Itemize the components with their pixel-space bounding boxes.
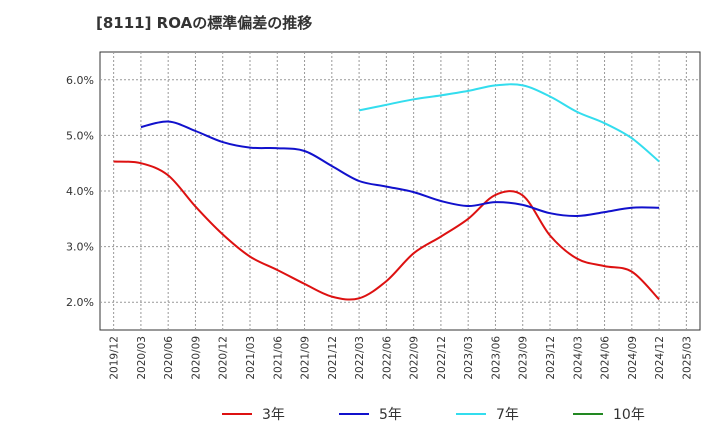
x-tick-label: 2020/09	[190, 336, 202, 380]
x-tick-label: 2021/03	[245, 336, 257, 380]
x-tick-label: 2022/06	[381, 336, 393, 380]
chart-title: [8111] ROAの標準偏差の推移	[96, 14, 313, 32]
series-line-5年	[140, 120, 660, 218]
x-tick-label: 2021/06	[272, 336, 284, 380]
legend: 3年 5年 7年 10年	[222, 407, 645, 423]
legend-label: 7年	[496, 407, 519, 423]
x-tick-label: 2019/12	[109, 336, 121, 380]
y-tick-label: 6.0%	[66, 74, 94, 87]
x-tick-label: 2023/12	[545, 336, 557, 380]
x-tick-label: 2023/03	[463, 336, 475, 380]
x-axis-ticks: 2019/12 2020/03 2020/06 2020/09 2020/12 2021/…	[109, 336, 694, 380]
series-line-3年	[113, 160, 660, 301]
x-tick-label: 2024/09	[627, 336, 639, 380]
y-tick-label: 5.0%	[66, 129, 94, 142]
x-tick-label: 2024/06	[600, 336, 612, 380]
x-tick-label: 2021/12	[327, 336, 339, 380]
x-tick-label: 2020/03	[136, 336, 148, 380]
x-tick-label: 2024/12	[654, 336, 666, 380]
x-tick-label: 2024/03	[572, 336, 584, 380]
x-tick-label: 2021/09	[300, 336, 312, 380]
series-line-7年	[358, 83, 660, 163]
legend-label: 3年	[262, 407, 285, 423]
y-axis-ticks: 6.0% 5.0% 4.0% 3.0% 2.0%	[66, 74, 94, 309]
y-tick-label: 4.0%	[66, 185, 94, 198]
x-tick-label: 2022/09	[409, 336, 421, 380]
x-tick-label: 2023/06	[490, 336, 502, 380]
x-tick-label: 2020/12	[218, 336, 230, 380]
legend-label: 10年	[613, 407, 645, 423]
y-gridlines	[100, 79, 700, 303]
legend-label: 5年	[379, 407, 402, 423]
series-lines	[113, 83, 660, 301]
x-tick-label: 2020/06	[163, 336, 175, 380]
x-tick-label: 2022/03	[354, 336, 366, 380]
y-tick-label: 2.0%	[66, 296, 94, 309]
x-tick-label: 2022/12	[436, 336, 448, 380]
y-tick-label: 3.0%	[66, 241, 94, 254]
x-tick-label: 2023/09	[518, 336, 530, 380]
x-tick-label: 2025/03	[681, 336, 693, 380]
